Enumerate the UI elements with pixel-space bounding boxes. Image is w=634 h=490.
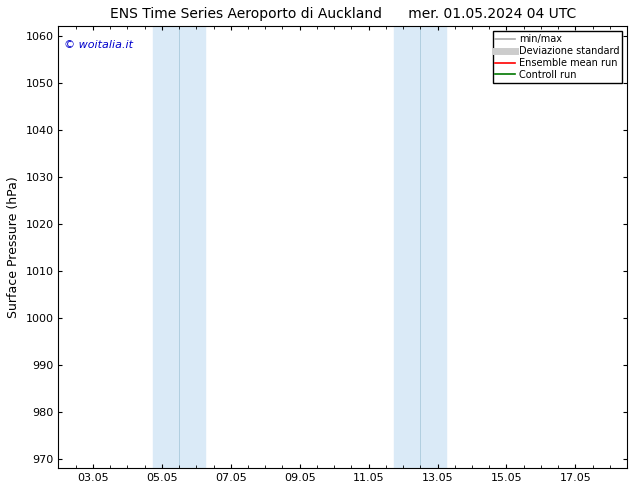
- Title: ENS Time Series Aeroporto di Auckland      mer. 01.05.2024 04 UTC: ENS Time Series Aeroporto di Auckland me…: [110, 7, 576, 21]
- Bar: [394, 26, 420, 468]
- Legend: min/max, Deviazione standard, Ensemble mean run, Controll run: min/max, Deviazione standard, Ensemble m…: [493, 31, 622, 83]
- Text: © woitalia.it: © woitalia.it: [64, 40, 133, 49]
- Bar: [420, 26, 446, 468]
- Bar: [153, 26, 179, 468]
- Bar: [179, 26, 205, 468]
- Y-axis label: Surface Pressure (hPa): Surface Pressure (hPa): [7, 176, 20, 318]
